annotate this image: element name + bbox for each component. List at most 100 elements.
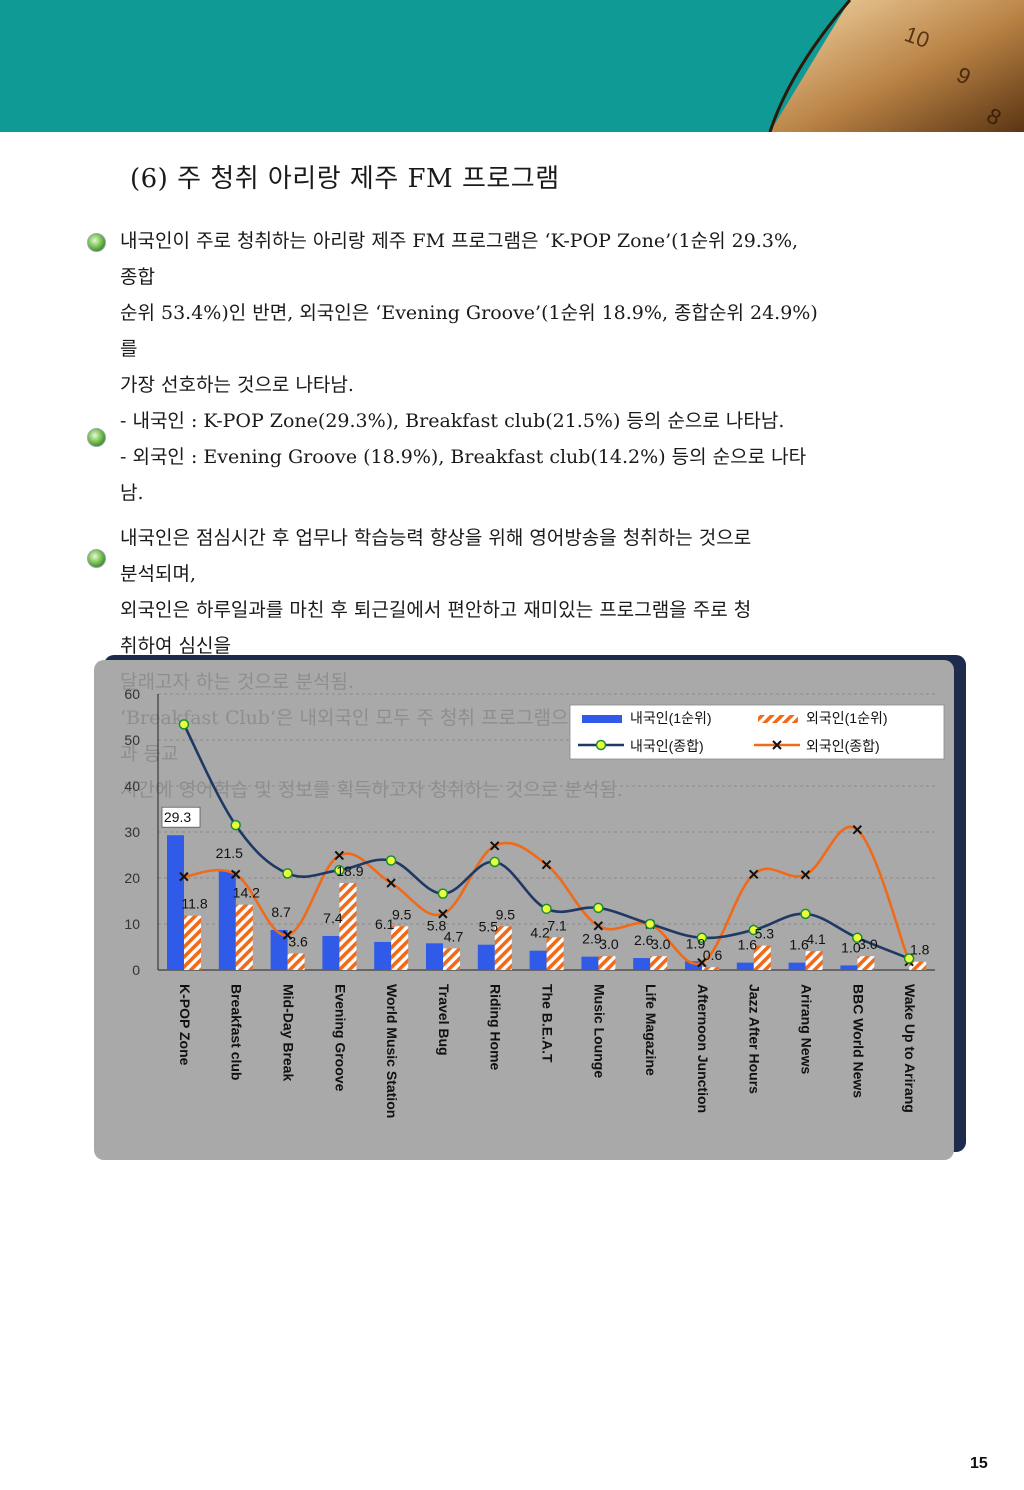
category-label: Travel Bug — [436, 984, 452, 1056]
data-label-domestic: 7.4 — [323, 910, 343, 926]
data-label-domestic: 5.8 — [427, 917, 447, 933]
point-foreign-total — [697, 957, 707, 968]
point-domestic-total — [593, 902, 604, 914]
data-label-box — [161, 806, 201, 828]
data-label-foreign: 7.1 — [547, 917, 567, 933]
section-title: (6) 주 청취 아리랑 제주 FM 프로그램 — [130, 164, 560, 194]
intro-paragraph: 내국인이 주로 청취하는 아리랑 제주 FM 프로그램은 ‘K-POP Zone… — [120, 223, 990, 511]
bar-foreign-first — [546, 937, 564, 970]
data-label-foreign: 5.3 — [755, 926, 775, 942]
point-foreign-total — [334, 850, 345, 861]
bar-foreign-first — [443, 948, 460, 970]
bar-foreign-first — [184, 915, 201, 970]
text-line: 과 등교 — [120, 743, 179, 765]
data-label-foreign: 4.7 — [444, 928, 464, 944]
text-line: 내국인이 주로 청취하는 아리랑 제주 FM 프로그램은 ‘K-POP Zone… — [120, 230, 799, 252]
point-foreign-total — [748, 869, 759, 880]
data-label-foreign: 3.0 — [599, 936, 619, 952]
text-line: 달래고자 하는 것으로 분석됨. — [120, 671, 354, 693]
legend-label: 내국인(종합) — [630, 738, 704, 754]
bar-domestic-first — [477, 944, 495, 970]
data-label-foreign: 4.1 — [806, 931, 826, 947]
data-label-foreign: 1.8 — [910, 942, 930, 958]
category-label: Breakfast club — [229, 984, 245, 1080]
bar-foreign-first — [805, 951, 823, 970]
category-label: Riding Home — [488, 984, 504, 1071]
data-label-foreign: 14.2 — [233, 885, 260, 901]
data-label-foreign: 3.6 — [288, 933, 308, 949]
category-label: Wake Up to Arirang — [902, 984, 918, 1113]
data-label-domestic: 2.9 — [582, 931, 602, 947]
text-line: 가장 선호하는 것으로 나타남. — [120, 374, 354, 396]
bar-domestic-first — [633, 958, 651, 970]
legend-marker — [595, 739, 607, 751]
bar-foreign-first — [494, 926, 512, 970]
bullet-icon — [87, 428, 106, 447]
legend-box — [569, 704, 945, 760]
bar-domestic-first — [322, 935, 340, 970]
point-domestic-total — [282, 868, 293, 879]
text-line: - 외국인 : Evening Groove (18.9%), Breakfas… — [120, 446, 807, 468]
y-tick-label: 0 — [132, 962, 140, 978]
bar-domestic-first — [218, 871, 236, 970]
data-label-domestic: 2.6 — [634, 932, 654, 948]
bar-foreign-first — [753, 945, 771, 970]
bar-domestic-first — [840, 965, 858, 970]
text-line: 남. — [120, 482, 144, 504]
category-label: Afternoon Junction — [695, 984, 711, 1113]
bar-domestic-first — [374, 941, 392, 970]
point-domestic-total — [800, 908, 811, 920]
data-label-domestic: 5.5 — [479, 919, 499, 935]
legend-label: 내국인(1순위) — [630, 710, 712, 726]
bar-foreign-first — [287, 953, 305, 970]
point-domestic-total — [541, 903, 552, 915]
data-label-foreign: 9.5 — [392, 906, 412, 922]
bar-domestic-first — [426, 943, 443, 970]
point-domestic-total — [385, 855, 397, 866]
data-label-domestic: 6.1 — [375, 916, 395, 932]
bar-foreign-first — [909, 961, 927, 970]
clock-image: 10 9 8 — [768, 0, 1024, 132]
bar-domestic-first — [270, 929, 288, 970]
point-domestic-total — [437, 888, 449, 899]
category-label: Evening Groove — [332, 984, 348, 1092]
text-line: 외국인은 하루일과를 마친 후 퇴근길에서 편안하고 재미있는 프로그램을 주로… — [120, 599, 752, 621]
data-label-foreign: 3.0 — [858, 936, 878, 952]
bullet-icon — [87, 549, 106, 568]
category-label: World Music Station — [384, 984, 400, 1118]
y-tick-label: 60 — [124, 686, 140, 702]
category-label: Jazz After Hours — [747, 984, 763, 1094]
analysis-paragraph: 내국인은 점심시간 후 업무나 학습능력 향상을 위해 영어방송을 청취하는 것… — [120, 520, 990, 664]
y-tick-label: 20 — [124, 870, 140, 886]
data-label-domestic: 4.2 — [530, 925, 550, 941]
bar-domestic-first — [685, 961, 702, 970]
text-line: 시간에 영어학습 및 정보를 획득하고자 청취하는 것으로 분석됨. — [120, 779, 623, 801]
point-domestic-total — [903, 953, 915, 964]
bar-foreign-first — [598, 956, 616, 970]
data-label-domestic: 1.9 — [686, 935, 706, 951]
text-line: 분석되며, — [120, 563, 196, 585]
point-foreign-total — [852, 824, 863, 835]
point-foreign-total — [230, 869, 241, 880]
point-domestic-total — [852, 932, 863, 944]
bullet-icon — [87, 233, 106, 252]
point-domestic-total — [489, 856, 500, 868]
bar-domestic-first — [788, 962, 806, 970]
bar-foreign-first — [339, 883, 357, 970]
category-label: K-POP Zone — [177, 984, 193, 1066]
legend-swatch-foreign-bar — [758, 715, 798, 723]
point-foreign-total — [438, 909, 448, 919]
point-foreign-total — [800, 870, 811, 880]
data-label-foreign: 11.8 — [181, 896, 207, 912]
text-line: 를 — [120, 338, 138, 360]
point-domestic-total — [748, 924, 759, 936]
point-domestic-total — [696, 932, 708, 944]
data-label-foreign: 3.0 — [651, 936, 671, 952]
bar-domestic-first — [581, 956, 599, 970]
point-foreign-total — [593, 921, 604, 931]
point-domestic-total — [644, 918, 656, 930]
bar-domestic-first — [736, 962, 754, 970]
point-domestic-total — [230, 819, 241, 831]
category-label: Mid-Day Break — [281, 984, 297, 1081]
